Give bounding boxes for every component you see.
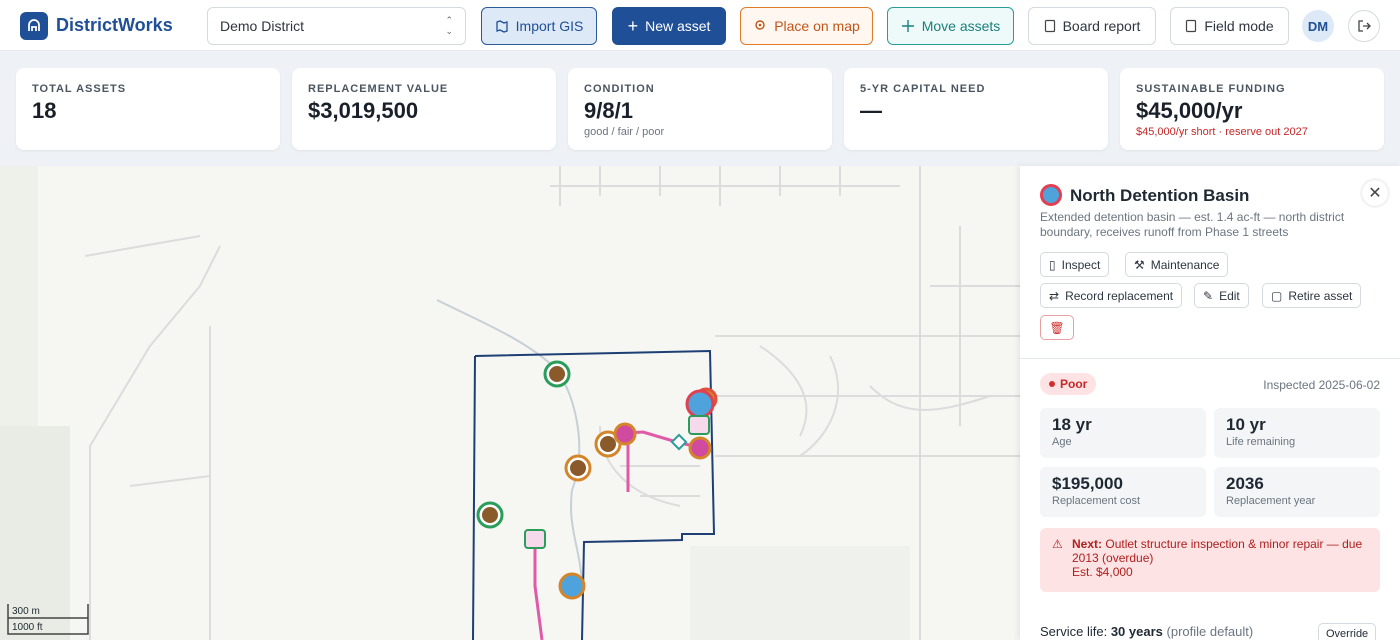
button-label: Retire asset [1288, 288, 1353, 303]
metric-value: $195,000 [1052, 474, 1123, 493]
scale-label: 1000 ft [12, 622, 43, 633]
metric-value: 18 yr [1052, 415, 1092, 434]
override-button[interactable]: Override [1318, 623, 1377, 640]
metric-value: 10 yr [1226, 415, 1266, 434]
header: DistrictWorks Demo District ⌃ ⌄ Import GIS… [0, 0, 1400, 51]
metric: 2036 Replacement year [1214, 467, 1380, 517]
panel-description: Extended detention basin — est. 1.4 ac-f… [1040, 210, 1345, 239]
service-life-note: (profile default) [1166, 624, 1254, 639]
button-label: Maintenance [1150, 257, 1220, 272]
metric: 18 yr Age [1040, 408, 1206, 458]
district-select[interactable]: Demo District ⌃ ⌄ [207, 7, 466, 45]
status-badge: Poor [1040, 373, 1097, 395]
brand: DistrictWorks [56, 15, 173, 35]
stat-value: 9/8/1 [584, 98, 633, 123]
metric-label: Replacement year [1226, 495, 1316, 507]
logo-icon [28, 19, 40, 31]
next-label: Next: [1072, 537, 1103, 551]
detail-panel: North Detention Basin ✕ Extended detenti… [1020, 166, 1400, 640]
move-assets-button[interactable]: Move assets [887, 7, 1014, 45]
next-text: Outlet structure inspection & minor repa… [1072, 537, 1363, 565]
button-label: Inspect [1061, 257, 1101, 272]
button-label: Board report [1062, 18, 1141, 34]
panel-title: North Detention Basin [1070, 186, 1250, 205]
warning-icon: ⚠ [1052, 537, 1063, 551]
button-label: Import GIS [515, 18, 584, 34]
map-canvas [0, 166, 1020, 640]
button-label: Place on map [774, 18, 860, 34]
button-label: Move assets [921, 18, 1001, 34]
divider [1020, 358, 1400, 359]
stat-label: TOTAL ASSETS [32, 83, 127, 95]
stat-card: SUSTAINABLE FUNDING $45,000/yr $45,000/yr … [1120, 68, 1384, 150]
asset-icon [1040, 184, 1062, 206]
delete-button[interactable]: 🗑 [1040, 315, 1074, 340]
board-report-button[interactable]: Board report [1028, 7, 1156, 45]
stat-card: TOTAL ASSETS 18 [16, 68, 280, 150]
logout-button[interactable] [1348, 10, 1380, 42]
metric-value: 2036 [1226, 474, 1264, 493]
metric: $195,000 Replacement cost [1040, 467, 1206, 517]
metric: 10 yr Life remaining [1214, 408, 1380, 458]
stat-label: 5-YR CAPITAL NEED [860, 83, 986, 95]
stat-card: 5-YR CAPITAL NEED — [844, 68, 1108, 150]
metric-label: Replacement cost [1052, 495, 1141, 507]
stat-label: CONDITION [584, 83, 655, 95]
metric-label: Age [1052, 436, 1072, 448]
stat-label: SUSTAINABLE FUNDING [1136, 83, 1286, 95]
stat-value: $45,000/yr [1136, 98, 1243, 123]
select-arrow: ⌃ ⌄ [445, 15, 453, 36]
import-gis-button[interactable]: Import GIS [481, 7, 597, 45]
stat-card: REPLACEMENT VALUE $3,019,500 [292, 68, 556, 150]
stat-value: 18 [32, 98, 57, 123]
next-action: ⚠ Next: Outlet structure inspection & mi… [1040, 528, 1380, 592]
stat-value: $3,019,500 [308, 98, 419, 123]
retire-button[interactable]: ▢ Retire asset [1262, 283, 1362, 308]
place-on-map-button[interactable]: Place on map [740, 7, 873, 45]
user-avatar[interactable]: DM [1302, 10, 1334, 42]
edit-button[interactable]: ✎ Edit [1194, 283, 1249, 308]
service-life-value: 30 years [1110, 624, 1163, 639]
metric-label: Life remaining [1226, 436, 1296, 448]
button-label: Edit [1219, 288, 1240, 303]
field-mode-button[interactable]: Field mode [1170, 7, 1289, 45]
stat-card: CONDITION 9/8/1 good / fair / poor [568, 68, 832, 150]
stat-value: — [860, 98, 882, 123]
service-life: Service life: 30 years (profile default) [1040, 624, 1253, 639]
scale-label: 300 m [12, 606, 40, 617]
stat-label: REPLACEMENT VALUE [308, 83, 449, 95]
button-label: Field mode [1204, 18, 1274, 34]
service-life-label: Service life: [1040, 624, 1108, 639]
logo[interactable] [20, 12, 48, 40]
button-label: Record replacement [1065, 288, 1174, 303]
new-asset-button[interactable]: + New asset [612, 7, 726, 45]
next-estimate: Est. $4,000 [1072, 565, 1133, 579]
maintenance-button[interactable]: ⚒ Maintenance [1125, 252, 1229, 277]
inspected-date: Inspected 2025-06-02 [1263, 378, 1380, 392]
district-name: Demo District [220, 18, 305, 34]
close-button[interactable]: ✕ [1362, 180, 1388, 206]
button-label: New asset [645, 18, 711, 34]
stat-sub: good / fair / poor [584, 126, 665, 138]
status-text: Poor [1060, 377, 1088, 391]
stat-sub: $45,000/yr short · reserve out 2027 [1136, 126, 1308, 138]
inspect-button[interactable]: ▯ Inspect [1040, 252, 1110, 277]
record-replacement-button[interactable]: ⇄ Record replacement [1040, 283, 1183, 308]
